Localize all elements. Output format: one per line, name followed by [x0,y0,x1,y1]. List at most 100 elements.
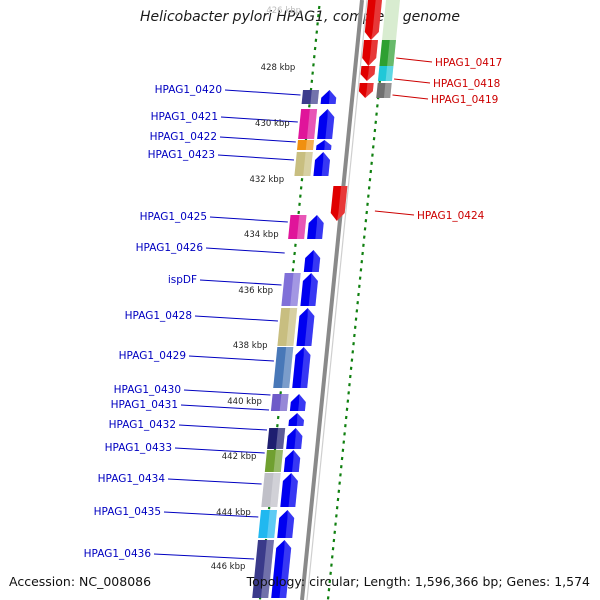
leader-line-HPAG1_0420 [224,89,301,96]
forward-gene-arrow-HPAG1_0429 [292,347,311,388]
gene-box-shade-HPAG1_0423 [303,152,313,176]
gene-box-shade-HPAG1_0435 [267,510,277,538]
gene-box-HPAG1_0430 [270,394,289,411]
reverse-gene-arrow-HPAG1_0418-shade [366,66,376,81]
gene-label-HPAG1_0432: HPAG1_0432 [109,419,176,431]
ruler-label: 430 kbp [255,119,290,129]
forward-gene-arrow-HPAG1_0426 [303,250,321,272]
forward-gene-arrow-HPAG1_0432-shade [294,428,303,449]
gene-box-HPAG1_0422 [297,140,314,150]
forward-gene-arrow-HPAG1_0435 [277,510,295,538]
backbone-line [300,0,364,600]
forward-gene-arrow-HPAG1_0425-shade [315,215,324,239]
leader-line-HPAG1_0431 [180,404,270,411]
gene-box-shade-HPAG1_0421 [306,109,318,139]
forward-gene-arrow-ispDF-shade [308,273,318,306]
forward-gene-arrow-HPAG1_0431-shade [296,413,304,426]
forward-gene-arrow-HPAG1_0432 [286,428,303,449]
ruler-label: 446 kbp [211,562,246,572]
gene-label-HPAG1_0417: HPAG1_0417 [435,57,502,69]
gene-box-shade-HPAG1_0428 [286,308,298,346]
gene-label-HPAG1_0433: HPAG1_0433 [105,442,172,454]
gene-label-HPAG1_0428: HPAG1_0428 [125,310,192,322]
forward-gene-arrow-HPAG1_0426-shade [312,250,321,272]
leader-line-HPAG1_0423 [217,154,295,161]
forward-gene-arrow-HPAG1_0436-shade [279,540,292,598]
leader-line-HPAG1_0426 [205,247,285,254]
leader-line-HPAG1_0436 [153,553,255,560]
backbone-edge [306,0,368,600]
gene-label-HPAG1_0418: HPAG1_0418 [433,78,500,90]
gene-box-HPAG1_0417 [379,40,396,66]
reverse-gene-arrow-partial-top [364,0,382,40]
leader-line-ispDF [199,279,282,286]
gene-box-shade-HPAG1_0425 [296,215,307,239]
gene-box-shade-HPAG1_0429 [282,347,294,388]
gene-label-HPAG1_0426: HPAG1_0426 [136,242,204,254]
gene-box-HPAG1_0418 [377,66,394,81]
forward-gene-arrow-HPAG1_0423-shade [321,152,330,176]
genome-backbone [300,0,368,600]
gene-labels: HPAG1_0420 HPAG1_0421 HPAG1_0422 HPAG1_0423… [84,57,503,560]
forward-gene-arrow-HPAG1_0421-shade [325,109,335,139]
gene-feature-boxes [252,0,400,598]
forward-gene-arrow-HPAG1_0429-shade [300,347,311,388]
reverse-gene-arrow-HPAG1_0419 [358,83,374,98]
gene-box-HPAG1_0428 [277,308,298,346]
ruler-labels: 426 kbp 428 kbp 430 kbp 432 kbp 434 kbp 436 k… [211,6,301,572]
gene-box-partial-top [382,0,400,40]
gene-label-HPAG1_0430: HPAG1_0430 [114,384,181,396]
leader-line-HPAG1_0430 [183,389,271,396]
gene-box-HPAG1_0421 [298,109,318,139]
ruler-label: 440 kbp [227,397,262,407]
forward-gene-arrow-HPAG1_0433 [283,450,301,472]
leader-line-HPAG1_0432 [178,424,268,431]
reverse-gene-arrow-partial-top-shade [371,0,382,40]
forward-gene-arrow-HPAG1_0420 [320,90,337,104]
forward-gene-arrow-HPAG1_0434-shade [288,473,298,507]
reverse-gene-arrow-HPAG1_0419-shade [365,83,374,98]
reverse-gene-arrow-HPAG1_0418 [360,66,376,81]
gene-label-HPAG1_0436: HPAG1_0436 [84,548,152,560]
gene-label-ispDF: ispDF [168,274,197,286]
gene-box-shade-HPAG1_0418 [385,66,394,81]
gene-box-HPAG1_0435 [258,510,277,538]
genome-summary-text: Topology: circular; Length: 1,596,366 bp… [246,574,590,589]
gene-label-HPAG1_0425: HPAG1_0425 [140,211,207,223]
reverse-gene-arrow-HPAG1_0417-shade [368,40,378,66]
gene-box-shade-HPAG1_0433 [273,450,283,472]
gene-box-shade-HPAG1_0417 [387,40,396,66]
gene-box-shade-ispDF [290,273,301,306]
leader-line-HPAG1_0428 [194,315,278,322]
gene-label-HPAG1_0421: HPAG1_0421 [151,111,218,123]
ruler-label: 444 kbp [216,508,251,518]
gene-box-shade-HPAG1_0436 [261,540,274,598]
ruler-label: 438 kbp [233,341,268,351]
gene-label-HPAG1_0429: HPAG1_0429 [119,350,186,362]
forward-gene-arrow-ispDF [300,273,318,306]
forward-gene-arrow-HPAG1_0434 [280,473,298,507]
gene-box-shade-HPAG1_0432 [275,428,286,449]
gene-box-HPAG1_0432 [267,428,286,449]
leader-line-HPAG1_0425 [209,216,288,223]
gene-box-HPAG1_0420 [301,90,319,104]
forward-gene-arrow-HPAG1_0422 [316,140,332,150]
forward-gene-arrow-HPAG1_0425 [307,215,324,239]
forward-gene-arrow-HPAG1_0435-shade [285,510,295,538]
gene-box-shade-HPAG1_0434 [270,473,281,507]
gene-box-HPAG1_0436 [252,540,274,598]
gene-label-HPAG1_0435: HPAG1_0435 [94,506,161,518]
label-leader-lines [153,57,433,560]
ruler-label: 432 kbp [249,175,284,185]
forward-gene-arrow-HPAG1_0436 [271,540,292,598]
gene-label-HPAG1_0419: HPAG1_0419 [431,94,498,106]
forward-gene-arrow-HPAG1_0431 [288,413,304,426]
ruler-label: 428 kbp [261,63,296,73]
gene-label-HPAG1_0434: HPAG1_0434 [98,473,166,485]
ruler-label: 436 kbp [238,286,273,296]
gene-arrows [271,0,382,598]
ruler-label: 434 kbp [244,230,279,240]
reverse-gene-arrow-HPAG1_0424 [330,186,348,221]
ruler-label: 426 kbp [266,6,301,16]
